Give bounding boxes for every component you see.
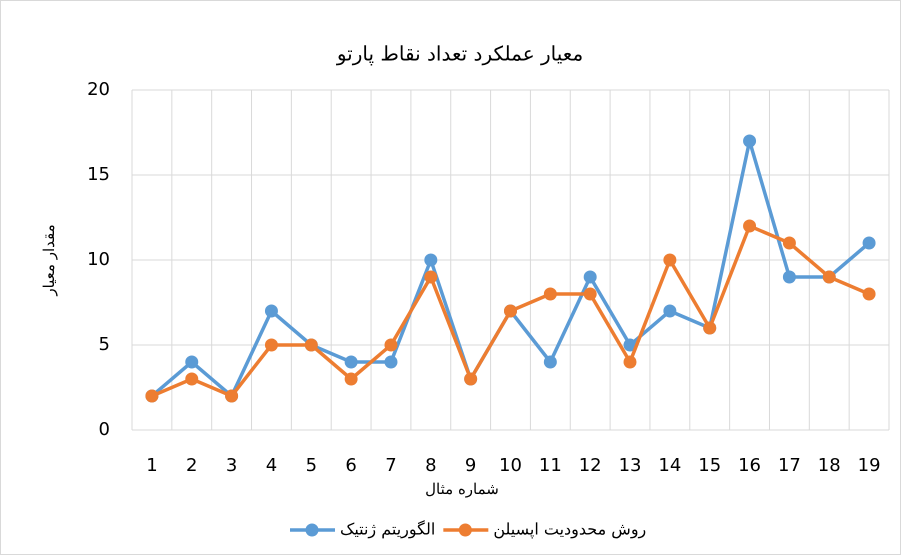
data-point <box>583 287 597 301</box>
data-point <box>743 134 757 148</box>
x-tick-label: 4 <box>266 455 277 476</box>
data-point <box>185 355 199 369</box>
x-tick-label: 8 <box>425 455 436 476</box>
y-tick-label: 20 <box>87 79 110 100</box>
data-point <box>703 321 717 335</box>
legend-marker <box>305 523 319 537</box>
legend-marker <box>458 523 472 537</box>
x-tick-label: 14 <box>658 455 681 476</box>
data-point <box>782 236 796 250</box>
data-point <box>743 219 757 233</box>
y-tick-label: 10 <box>87 249 110 270</box>
data-point <box>344 355 358 369</box>
data-point <box>145 389 159 403</box>
data-point <box>623 355 637 369</box>
y-tick-label: 5 <box>99 334 110 355</box>
data-point <box>304 338 318 352</box>
legend-label: روش محدودیت اپسیلن <box>493 520 646 539</box>
data-point <box>583 270 597 284</box>
x-tick-label: 12 <box>579 455 602 476</box>
data-point <box>862 287 876 301</box>
x-tick-label: 16 <box>738 455 761 476</box>
data-point <box>663 304 677 318</box>
x-tick-label: 9 <box>465 455 476 476</box>
x-axis-title: شماره مثال <box>425 480 499 498</box>
x-tick-label: 2 <box>186 455 197 476</box>
data-point <box>384 338 398 352</box>
data-point <box>384 355 398 369</box>
chart-title: معیار عملکرد تعداد نقاط پارتو <box>336 42 583 66</box>
data-point <box>822 270 836 284</box>
x-tick-label: 11 <box>539 455 562 476</box>
x-tick-label: 1 <box>146 455 157 476</box>
data-point <box>623 338 637 352</box>
x-tick-label: 19 <box>858 455 881 476</box>
data-point <box>185 372 199 386</box>
x-tick-label: 7 <box>385 455 396 476</box>
data-point <box>464 372 478 386</box>
data-point <box>424 270 438 284</box>
x-tick-label: 18 <box>818 455 841 476</box>
data-point <box>862 236 876 250</box>
data-point <box>504 304 517 318</box>
y-tick-label: 15 <box>87 164 110 185</box>
data-point <box>344 372 358 386</box>
x-tick-label: 15 <box>698 455 721 476</box>
data-point <box>264 304 278 318</box>
x-tick-label: 17 <box>778 455 801 476</box>
data-point <box>782 270 796 284</box>
data-point <box>424 253 438 267</box>
x-tick-label: 6 <box>345 455 356 476</box>
y-axis-title: مقدار معیار <box>40 224 58 296</box>
data-point <box>663 253 677 267</box>
data-point <box>225 389 239 403</box>
legend-label: الگوریتم ژنتیک <box>340 520 435 539</box>
data-point <box>543 355 557 369</box>
x-tick-label: 10 <box>499 455 522 476</box>
data-point <box>264 338 278 352</box>
x-tick-label: 3 <box>226 455 237 476</box>
x-tick-label: 13 <box>619 455 642 476</box>
x-tick-label: 5 <box>306 455 317 476</box>
data-point <box>543 287 557 301</box>
y-tick-label: 0 <box>99 419 110 440</box>
